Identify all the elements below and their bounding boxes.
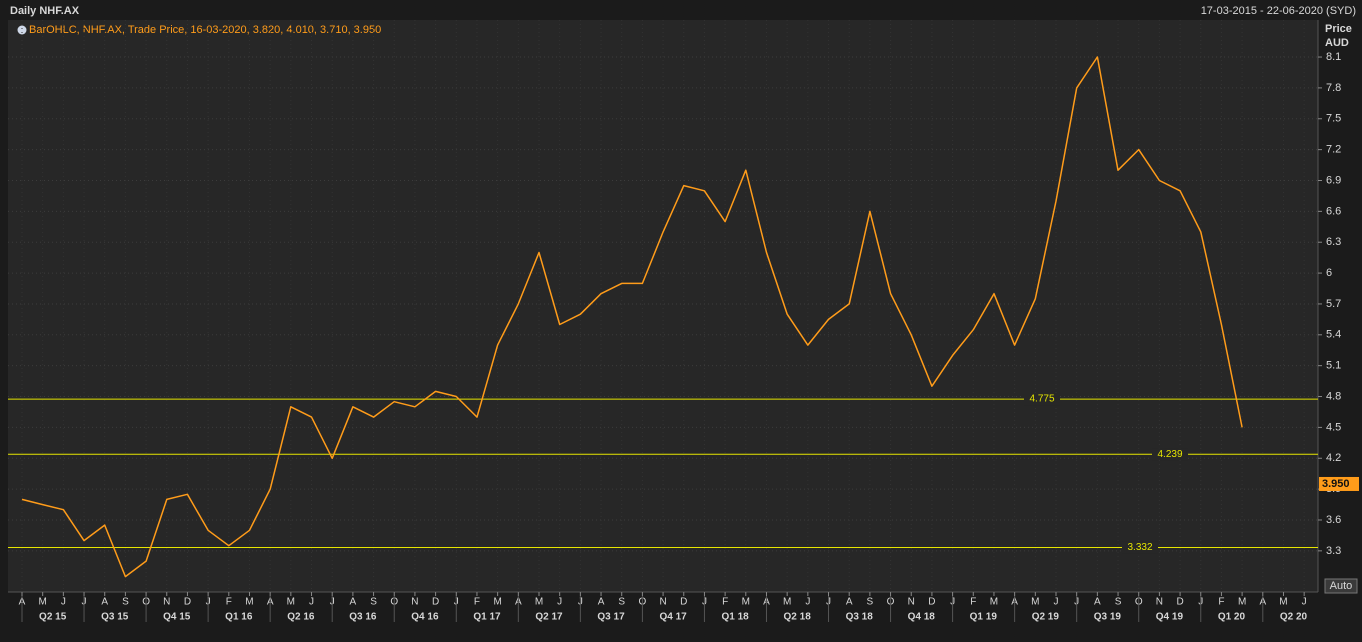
- x-tick-label: A: [350, 597, 357, 608]
- x-tick-label: D: [680, 597, 687, 608]
- x-tick-label: D: [184, 597, 191, 608]
- quarter-label: Q3 18: [846, 612, 874, 623]
- x-tick-label: F: [474, 597, 480, 608]
- y-tick-label: 7.8: [1326, 82, 1341, 94]
- last-price-label: 3.950: [1322, 478, 1350, 490]
- quarter-label: Q3 15: [101, 612, 129, 623]
- x-tick-label: D: [1176, 597, 1183, 608]
- x-tick-label: J: [557, 597, 562, 608]
- quarter-label: Q1 19: [970, 612, 998, 623]
- y-tick-label: 6.3: [1326, 236, 1341, 248]
- y-tick-label: 6: [1326, 267, 1332, 279]
- quarter-label: Q2 18: [784, 612, 812, 623]
- x-tick-label: N: [1156, 597, 1163, 608]
- quarter-label: Q3 19: [1094, 612, 1122, 623]
- axis-title: Price: [1325, 23, 1352, 35]
- x-tick-label: N: [163, 597, 170, 608]
- quarter-label: Q2 20: [1280, 612, 1308, 623]
- legend-icon: [17, 25, 27, 35]
- quarter-label: Q2 16: [287, 612, 315, 623]
- x-tick-label: D: [432, 597, 439, 608]
- y-tick-label: 7.5: [1326, 113, 1341, 125]
- scale-button-label[interactable]: Auto: [1330, 580, 1353, 592]
- x-tick-label: N: [908, 597, 915, 608]
- quarter-label: Q3 17: [597, 612, 625, 623]
- y-tick-label: 4.8: [1326, 390, 1341, 402]
- axis-unit: AUD: [1325, 37, 1349, 49]
- level-label-bg: [1024, 393, 1060, 406]
- x-tick-label: M: [783, 597, 791, 608]
- level-label-bg: [1122, 541, 1158, 554]
- level-label: 3.332: [1127, 542, 1152, 553]
- x-tick-label: F: [1218, 597, 1224, 608]
- x-tick-label: S: [122, 597, 129, 608]
- x-tick-label: J: [61, 597, 66, 608]
- x-tick-label: S: [618, 597, 625, 608]
- level-label: 4.239: [1157, 449, 1182, 460]
- x-tick-label: S: [1115, 597, 1122, 608]
- quarter-label: Q2 17: [535, 612, 563, 623]
- chart-title: Daily NHF.AX: [10, 5, 80, 17]
- quarter-label: Q4 18: [908, 612, 936, 623]
- y-tick-label: 6.6: [1326, 205, 1341, 217]
- x-tick-label: S: [867, 597, 874, 608]
- level-label-bg: [1152, 448, 1188, 461]
- quarter-label: Q4 17: [659, 612, 687, 623]
- y-tick-label: 4.2: [1326, 452, 1341, 464]
- y-tick-label: 5.7: [1326, 298, 1341, 310]
- last-price-tag: [1319, 476, 1359, 491]
- y-tick-label: 8.1: [1326, 51, 1341, 63]
- x-tick-label: A: [598, 597, 605, 608]
- x-tick-label: D: [928, 597, 935, 608]
- quarter-label: Q1 17: [473, 612, 501, 623]
- scale-button[interactable]: [1324, 578, 1358, 594]
- y-tick-label: 4.5: [1326, 421, 1341, 433]
- x-tick-label: F: [226, 597, 232, 608]
- x-tick-label: M: [742, 597, 750, 608]
- x-tick-label: M: [287, 597, 295, 608]
- x-tick-label: A: [1094, 597, 1101, 608]
- level-label: 4.775: [1029, 394, 1054, 405]
- x-tick-label: A: [846, 597, 853, 608]
- y-tick-label: 5.1: [1326, 360, 1341, 372]
- x-tick-label: M: [1238, 597, 1246, 608]
- quarter-label: Q1 16: [225, 612, 253, 623]
- quarter-label: Q4 19: [1156, 612, 1184, 623]
- y-tick-label: 7.2: [1326, 144, 1341, 156]
- legend-text: BarOHLC, NHF.AX, Trade Price, 16-03-2020…: [29, 24, 381, 36]
- x-tick-label: N: [659, 597, 666, 608]
- price-line: [21, 56, 1243, 578]
- quarter-label: Q2 19: [1032, 612, 1060, 623]
- y-tick-label: 3.3: [1326, 545, 1341, 557]
- quarter-label: Q4 16: [411, 612, 439, 623]
- plot-area: [8, 20, 1318, 592]
- x-tick-label: J: [805, 597, 810, 608]
- x-tick-label: M: [990, 597, 998, 608]
- quarter-label: Q2 15: [39, 612, 67, 623]
- date-range: 17-03-2015 - 22-06-2020 (SYD): [1201, 5, 1356, 17]
- quarter-label: Q1 18: [721, 612, 749, 623]
- x-tick-label: F: [722, 597, 728, 608]
- x-tick-label: J: [1054, 597, 1059, 608]
- y-tick-label: 3.6: [1326, 514, 1341, 526]
- x-tick-label: M: [39, 597, 47, 608]
- x-tick-label: M: [245, 597, 253, 608]
- x-tick-label: M: [493, 597, 501, 608]
- quarter-label: Q3 16: [349, 612, 377, 623]
- x-tick-label: S: [370, 597, 377, 608]
- x-tick-label: M: [535, 597, 543, 608]
- y-tick-label: 5.4: [1326, 329, 1341, 341]
- x-tick-label: M: [1031, 597, 1039, 608]
- x-tick-label: J: [1302, 597, 1307, 608]
- x-tick-label: N: [411, 597, 418, 608]
- x-tick-label: J: [309, 597, 314, 608]
- y-tick-label: 6.9: [1326, 174, 1341, 186]
- x-tick-label: F: [970, 597, 976, 608]
- x-tick-label: M: [1279, 597, 1287, 608]
- quarter-label: Q1 20: [1218, 612, 1246, 623]
- x-tick-label: A: [101, 597, 108, 608]
- quarter-label: Q4 15: [163, 612, 191, 623]
